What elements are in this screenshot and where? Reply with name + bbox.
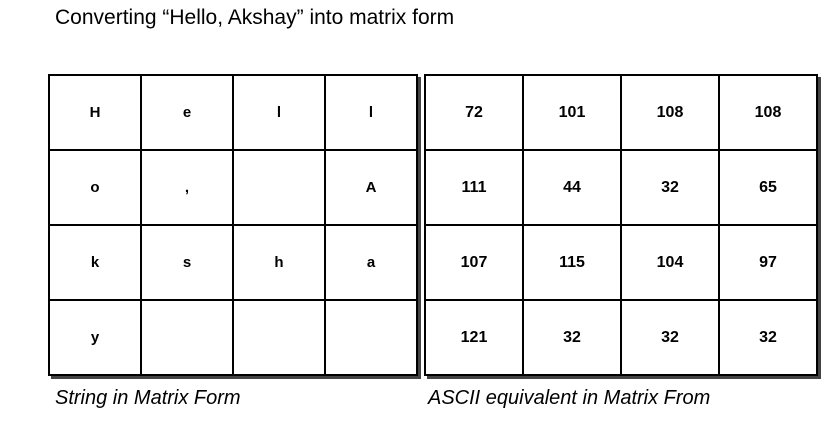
string-matrix-cell: A xyxy=(324,149,418,226)
string-matrix-cell: l xyxy=(324,74,418,151)
string-matrix-row: o , A xyxy=(48,149,418,226)
ascii-matrix-cell: 121 xyxy=(424,299,524,376)
ascii-matrix-cell: 107 xyxy=(424,224,524,301)
ascii-matrix-cell: 97 xyxy=(718,224,818,301)
ascii-matrix-cell: 72 xyxy=(424,74,524,151)
string-matrix-row: H e l l xyxy=(48,74,418,151)
string-matrix-cell xyxy=(232,299,326,376)
string-matrix-cell: l xyxy=(232,74,326,151)
string-matrix-cell: o xyxy=(48,149,142,226)
ascii-matrix-cell: 32 xyxy=(522,299,622,376)
ascii-matrix-cell: 32 xyxy=(620,299,720,376)
string-matrix-caption: String in Matrix Form xyxy=(55,387,241,409)
ascii-matrix-row: 72 101 108 108 xyxy=(424,74,818,151)
ascii-matrix-row: 121 32 32 32 xyxy=(424,299,818,376)
string-matrix-cell: h xyxy=(232,224,326,301)
ascii-matrix-row: 111 44 32 65 xyxy=(424,149,818,226)
ascii-matrix-cell: 44 xyxy=(522,149,622,226)
string-matrix-cell: H xyxy=(48,74,142,151)
string-matrix-cell: e xyxy=(140,74,234,151)
ascii-matrix-caption: ASCII equivalent in Matrix From xyxy=(428,387,711,409)
string-matrix-cell xyxy=(232,149,326,226)
string-matrix-cell xyxy=(140,299,234,376)
diagram-title: Converting “Hello, Akshay” into matrix f… xyxy=(55,6,455,29)
string-matrix-cell: s xyxy=(140,224,234,301)
string-matrix-cell: k xyxy=(48,224,142,301)
string-matrix-row: k s h a xyxy=(48,224,418,301)
string-matrix-cell: , xyxy=(140,149,234,226)
ascii-matrix-cell: 111 xyxy=(424,149,524,226)
ascii-matrix-cell: 108 xyxy=(718,74,818,151)
ascii-matrix-cell: 32 xyxy=(718,299,818,376)
ascii-matrix-row: 107 115 104 97 xyxy=(424,224,818,301)
ascii-matrix-cell: 104 xyxy=(620,224,720,301)
ascii-matrix-table: 72 101 108 108 111 44 32 65 107 115 104 … xyxy=(424,74,818,376)
ascii-matrix-cell: 115 xyxy=(522,224,622,301)
string-matrix-cell: y xyxy=(48,299,142,376)
string-matrix-cell: a xyxy=(324,224,418,301)
ascii-matrix-cell: 101 xyxy=(522,74,622,151)
ascii-matrix-cell: 32 xyxy=(620,149,720,226)
string-matrix-cell xyxy=(324,299,418,376)
string-matrix-table: H e l l o , A k s h a y xyxy=(48,74,418,376)
ascii-matrix-cell: 108 xyxy=(620,74,720,151)
ascii-matrix-cell: 65 xyxy=(718,149,818,226)
string-matrix-row: y xyxy=(48,299,418,376)
